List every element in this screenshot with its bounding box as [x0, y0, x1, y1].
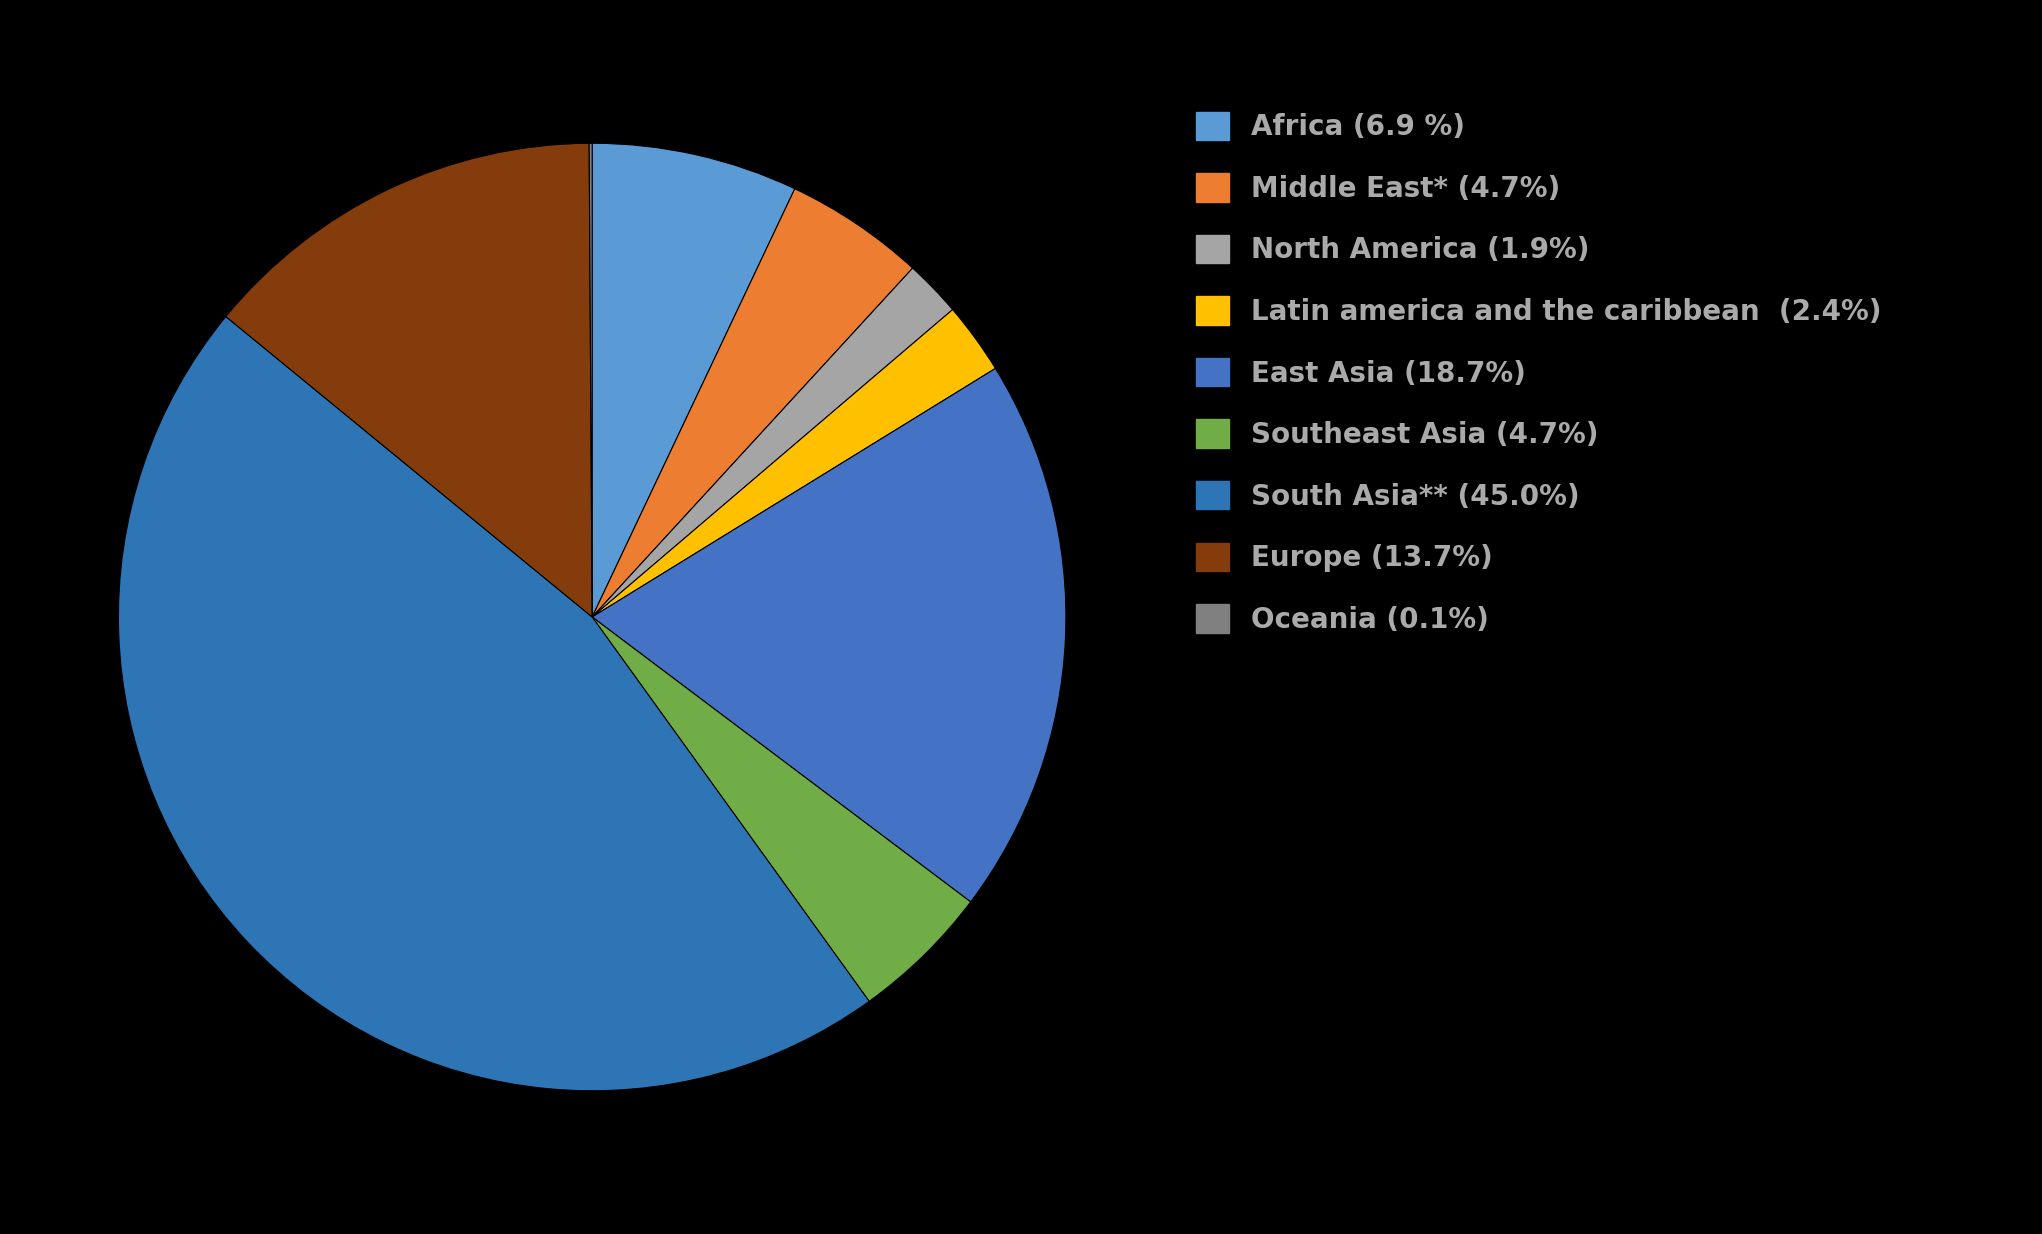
Legend: Africa (6.9 %), Middle East* (4.7%), North America (1.9%), Latin america and the: Africa (6.9 %), Middle East* (4.7%), Nor… [1182, 97, 1895, 648]
Wedge shape [592, 617, 970, 1001]
Wedge shape [227, 143, 592, 617]
Wedge shape [592, 143, 794, 617]
Wedge shape [592, 369, 1066, 902]
Wedge shape [592, 268, 954, 617]
Wedge shape [592, 189, 913, 617]
Wedge shape [590, 143, 592, 617]
Wedge shape [592, 310, 994, 617]
Wedge shape [118, 317, 870, 1091]
